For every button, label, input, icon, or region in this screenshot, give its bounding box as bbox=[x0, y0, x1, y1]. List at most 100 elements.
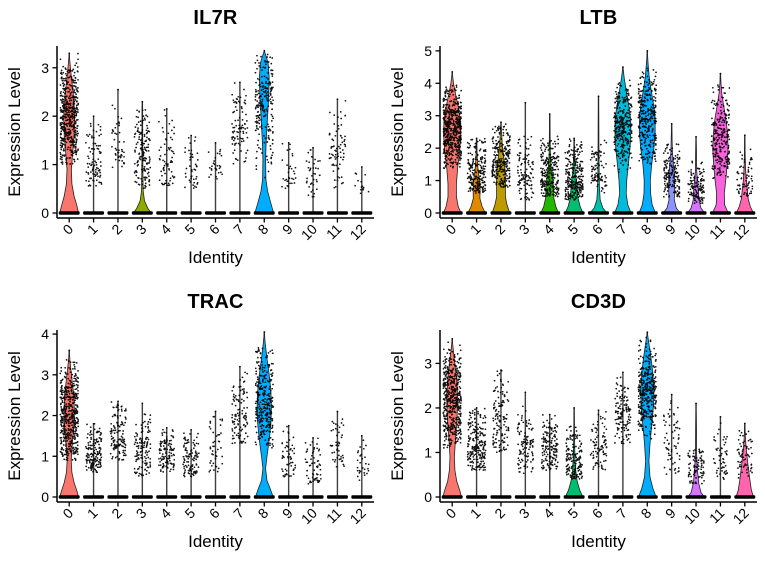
violin-cluster-3 bbox=[131, 100, 153, 215]
violin-cluster-0 bbox=[58, 349, 80, 499]
svg-text:1: 1 bbox=[84, 505, 101, 522]
zero-bar bbox=[83, 211, 105, 215]
jitter-points bbox=[492, 369, 510, 454]
zero-bar bbox=[351, 495, 373, 499]
violin-cluster-2 bbox=[490, 369, 512, 499]
jitter-points bbox=[281, 424, 297, 478]
zero-bar bbox=[131, 495, 153, 499]
jitter-points bbox=[491, 121, 511, 188]
jitter-points bbox=[84, 115, 103, 187]
violin-shape bbox=[254, 49, 275, 214]
zero-bar bbox=[180, 211, 202, 215]
violin-cluster-10 bbox=[302, 437, 324, 499]
violin-cluster-2 bbox=[490, 121, 512, 215]
violin-cluster-6 bbox=[588, 95, 609, 215]
svg-text:0: 0 bbox=[424, 205, 432, 221]
svg-text:3: 3 bbox=[133, 221, 150, 238]
svg-text:1: 1 bbox=[41, 157, 49, 173]
jitter-points bbox=[736, 422, 754, 479]
violin-shape bbox=[540, 114, 560, 214]
jitter-points bbox=[662, 122, 681, 198]
jitter-points bbox=[662, 393, 681, 475]
svg-text:0: 0 bbox=[424, 489, 432, 505]
zero-bar bbox=[514, 495, 536, 499]
zero-bar bbox=[636, 211, 658, 215]
zero-bar bbox=[514, 211, 536, 215]
jitter-points bbox=[133, 402, 152, 477]
zero-bar bbox=[180, 495, 202, 499]
violin-shape bbox=[662, 123, 682, 214]
svg-text:0: 0 bbox=[59, 221, 76, 238]
svg-text:3: 3 bbox=[133, 505, 150, 522]
violin-cluster-10 bbox=[302, 146, 324, 215]
jitter-points bbox=[109, 400, 127, 461]
svg-text:5: 5 bbox=[424, 43, 432, 59]
jitter-points bbox=[442, 338, 463, 449]
panel-title: CD3D bbox=[570, 291, 627, 313]
violin-cluster-12 bbox=[351, 435, 373, 499]
svg-text:4: 4 bbox=[157, 505, 174, 522]
jitter-points bbox=[328, 98, 347, 189]
jitter-points bbox=[158, 426, 176, 473]
jitter-points bbox=[712, 415, 729, 480]
svg-text:10: 10 bbox=[298, 221, 320, 243]
zero-bar bbox=[636, 495, 658, 499]
x-axis-label: Identity bbox=[188, 532, 243, 551]
zero-bar bbox=[302, 495, 324, 499]
svg-text:0: 0 bbox=[442, 505, 459, 522]
jitter-points bbox=[59, 52, 80, 165]
jitter-points bbox=[207, 141, 224, 180]
jitter-points bbox=[84, 422, 103, 474]
jitter-points bbox=[356, 435, 370, 482]
violin-cluster-0 bbox=[441, 338, 463, 499]
zero-bar bbox=[229, 495, 251, 499]
svg-text:7: 7 bbox=[230, 221, 247, 238]
svg-text:8: 8 bbox=[638, 221, 655, 238]
jitter-points bbox=[184, 134, 199, 189]
violin-cluster-5 bbox=[563, 137, 585, 215]
zero-bar bbox=[229, 211, 251, 215]
zero-bar bbox=[131, 211, 153, 215]
jitter-points bbox=[736, 134, 754, 198]
violin-cluster-7 bbox=[229, 365, 251, 499]
svg-text:8: 8 bbox=[255, 221, 272, 238]
jitter-points bbox=[59, 349, 80, 462]
jitter-points bbox=[281, 141, 297, 190]
jitter-points bbox=[687, 135, 705, 205]
violin-cluster-8 bbox=[636, 331, 658, 499]
zero-bar bbox=[205, 211, 226, 215]
jitter-points bbox=[687, 402, 705, 485]
svg-text:12: 12 bbox=[347, 505, 369, 527]
svg-text:8: 8 bbox=[255, 505, 272, 522]
violin-cluster-4 bbox=[156, 108, 178, 215]
svg-text:4: 4 bbox=[540, 505, 557, 522]
zero-bar bbox=[685, 495, 707, 499]
violin-cluster-0 bbox=[441, 71, 463, 215]
svg-text:10: 10 bbox=[298, 505, 320, 527]
jitter-points bbox=[133, 100, 152, 190]
violin-cluster-8 bbox=[253, 331, 275, 499]
zero-bar bbox=[253, 495, 275, 499]
svg-text:12: 12 bbox=[730, 221, 752, 243]
svg-text:0: 0 bbox=[59, 505, 76, 522]
jitter-points bbox=[614, 371, 632, 445]
violin-cluster-11 bbox=[709, 72, 731, 215]
x-axis-label: Identity bbox=[571, 532, 626, 551]
zero-bar bbox=[466, 211, 488, 215]
jitter-points bbox=[231, 81, 249, 165]
violin-cluster-3 bbox=[514, 391, 536, 499]
violin-cluster-6 bbox=[588, 409, 609, 499]
panel-title: LTB bbox=[579, 7, 618, 29]
jitter-points bbox=[304, 437, 322, 485]
zero-bar bbox=[588, 211, 609, 215]
violin-cluster-4 bbox=[539, 113, 561, 215]
violin-cluster-11 bbox=[709, 415, 731, 499]
violin-shape bbox=[254, 331, 274, 498]
svg-text:3: 3 bbox=[424, 355, 432, 371]
svg-text:2: 2 bbox=[424, 400, 432, 416]
svg-text:10: 10 bbox=[681, 221, 703, 243]
